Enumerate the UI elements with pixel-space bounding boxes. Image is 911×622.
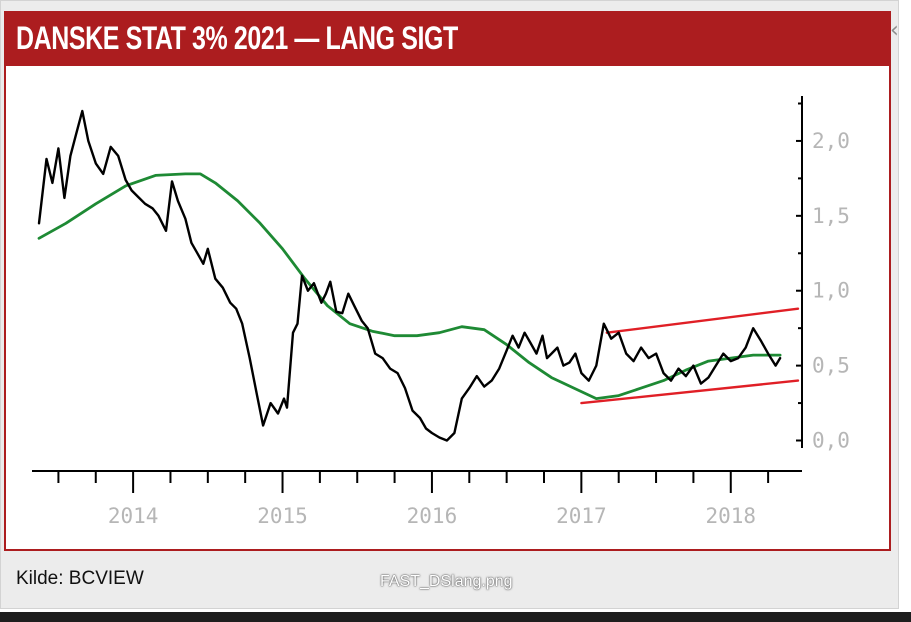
y-tick-label: 0,5 [812, 354, 850, 378]
chart-header: DANSKE STAT 3% 2021 — LANG SIGT [4, 11, 891, 66]
chart-title: DANSKE STAT 3% 2021 — LANG SIGT [16, 20, 458, 56]
x-tick-label: 2014 [108, 504, 159, 528]
x-tick-label: 2017 [556, 504, 607, 528]
y-tick-label: 1,5 [812, 204, 850, 228]
bottom-bar [0, 612, 911, 622]
y-tick-label: 0,0 [812, 429, 850, 453]
chevron-left-icon[interactable]: ‹ [890, 18, 899, 43]
channel-lower-line [580, 379, 800, 405]
x-tick-label: 2018 [705, 504, 756, 528]
y-tick-label: 1,0 [812, 279, 850, 303]
y-tick-label: 2,0 [812, 129, 850, 153]
price-series-line [37, 109, 782, 442]
plot-area: 0,0 0,5 1,0 1,5 2,0 2014 2015 2016 2017 2018 [4, 66, 891, 551]
chart-footer: Kilde: BCVIEW FAST_DSlang.png [4, 551, 891, 607]
x-tick-label: 2015 [257, 504, 308, 528]
source-label: Kilde: BCVIEW [16, 568, 144, 589]
x-tick-label: 2016 [407, 504, 458, 528]
filename-label: FAST_DSlang.png [380, 573, 513, 590]
channel-upper-line [605, 307, 800, 334]
line-chart: 0,0 0,5 1,0 1,5 2,0 2014 2015 2016 2017 2018 [32, 96, 850, 528]
